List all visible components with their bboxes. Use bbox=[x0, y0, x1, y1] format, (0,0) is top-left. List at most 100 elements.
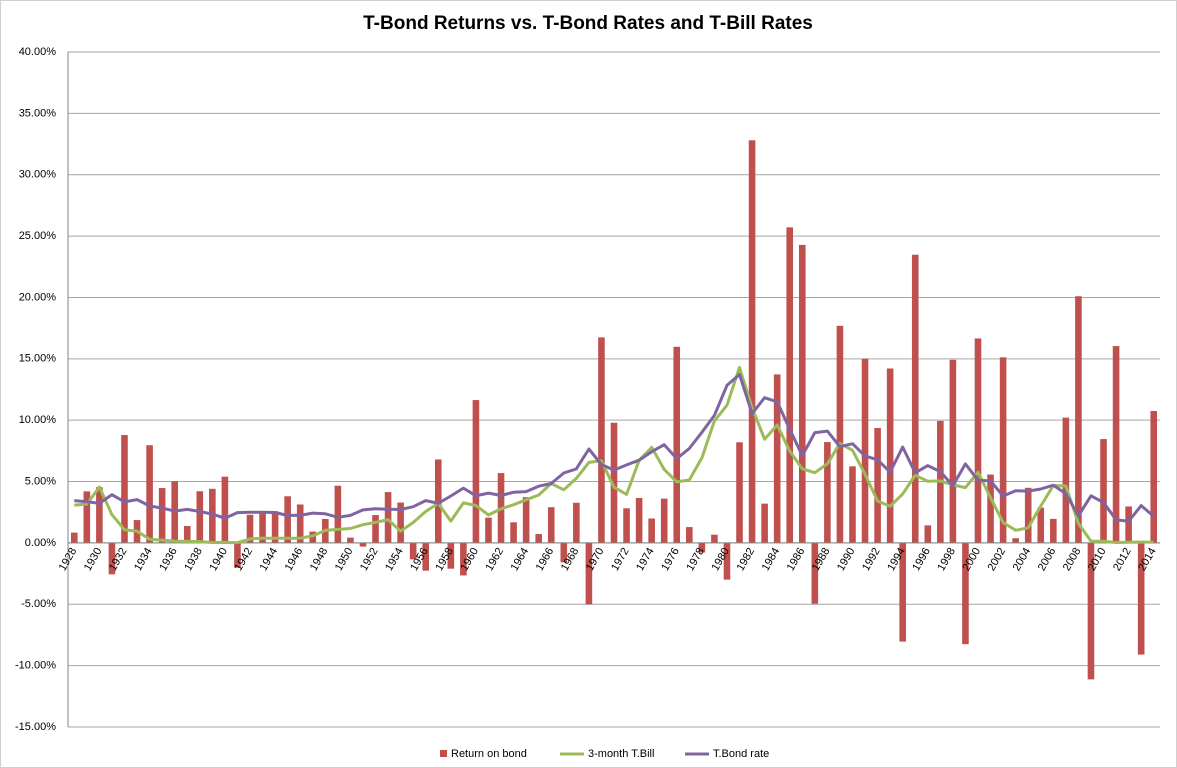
bar bbox=[146, 445, 153, 543]
bar bbox=[635, 497, 643, 543]
y-tick-label: -15.00% bbox=[15, 721, 56, 733]
bar bbox=[158, 488, 166, 543]
legend-label: 3-month T.Bill bbox=[588, 748, 654, 760]
bar bbox=[798, 244, 806, 543]
bar bbox=[359, 542, 367, 547]
bar bbox=[1100, 439, 1107, 543]
bar bbox=[1062, 417, 1070, 543]
bar bbox=[246, 514, 254, 543]
bar bbox=[422, 542, 430, 571]
bar bbox=[334, 485, 342, 543]
bar bbox=[560, 542, 568, 563]
bar bbox=[711, 534, 718, 543]
line-series bbox=[74, 365, 1154, 545]
bar bbox=[736, 442, 743, 543]
bar bbox=[623, 508, 630, 543]
bar bbox=[1012, 538, 1019, 543]
bar bbox=[296, 504, 304, 543]
bar bbox=[573, 502, 580, 543]
bar bbox=[610, 422, 618, 543]
bar bbox=[999, 357, 1007, 543]
bar bbox=[372, 515, 379, 543]
bar bbox=[547, 507, 555, 543]
y-tick-label: 20.00% bbox=[19, 291, 57, 303]
bar bbox=[271, 511, 279, 543]
bar bbox=[1125, 506, 1132, 543]
bar bbox=[83, 491, 91, 543]
bar bbox=[347, 537, 354, 543]
bar bbox=[748, 140, 756, 543]
bar bbox=[861, 358, 869, 543]
bar bbox=[1024, 487, 1032, 543]
y-tick-label: 35.00% bbox=[19, 107, 57, 119]
bar bbox=[811, 542, 819, 604]
bar bbox=[1075, 296, 1082, 543]
bar bbox=[434, 459, 442, 543]
bar bbox=[397, 502, 404, 543]
bar bbox=[899, 542, 906, 642]
y-tick-label: 10.00% bbox=[19, 414, 57, 426]
y-tick-label: 25.00% bbox=[19, 230, 57, 242]
bar bbox=[460, 542, 467, 576]
bar bbox=[1137, 542, 1145, 655]
bar bbox=[259, 512, 266, 543]
bar bbox=[70, 532, 78, 543]
bar bbox=[849, 466, 856, 543]
bar bbox=[924, 525, 932, 543]
bar bbox=[108, 542, 116, 575]
y-tick-label: 5.00% bbox=[25, 475, 56, 487]
bar bbox=[1050, 518, 1057, 543]
bar bbox=[1037, 507, 1045, 543]
bar bbox=[824, 442, 831, 543]
y-tick-label: 15.00% bbox=[19, 353, 57, 365]
y-tick-label: 30.00% bbox=[19, 169, 57, 181]
bar bbox=[221, 476, 229, 543]
y-tick-label: 40.00% bbox=[19, 46, 57, 58]
legend-label: T.Bond rate bbox=[713, 748, 769, 760]
bar bbox=[686, 527, 693, 543]
legend-label: Return on bond bbox=[451, 748, 527, 760]
bar bbox=[673, 346, 681, 543]
bar bbox=[1112, 346, 1120, 543]
bar bbox=[886, 368, 894, 543]
y-tick-label: 0.00% bbox=[25, 537, 56, 549]
bar bbox=[723, 542, 731, 580]
bar bbox=[485, 517, 492, 543]
bar bbox=[836, 325, 844, 543]
bar bbox=[234, 542, 241, 568]
bar bbox=[121, 435, 128, 543]
bar bbox=[472, 400, 480, 543]
bar bbox=[1150, 410, 1158, 543]
bar bbox=[962, 542, 969, 645]
bar bbox=[183, 525, 191, 543]
bar bbox=[96, 487, 103, 543]
chart-title: T-Bond Returns vs. T-Bond Rates and T-Bi… bbox=[363, 13, 813, 34]
bar bbox=[522, 497, 530, 543]
bar bbox=[1087, 542, 1095, 680]
bar bbox=[773, 374, 781, 543]
bar bbox=[284, 496, 291, 543]
legend-swatch bbox=[440, 750, 447, 757]
y-tick-label: -5.00% bbox=[21, 598, 56, 610]
bar bbox=[598, 337, 605, 543]
bar bbox=[660, 498, 668, 543]
bar bbox=[949, 359, 957, 543]
bar bbox=[384, 492, 392, 543]
bar bbox=[196, 491, 204, 543]
bar bbox=[447, 542, 455, 569]
bar bbox=[698, 542, 706, 553]
bar bbox=[911, 254, 919, 543]
bar bbox=[409, 542, 417, 560]
bar bbox=[987, 474, 994, 543]
bar bbox=[874, 428, 881, 543]
bar bbox=[974, 338, 982, 543]
bar bbox=[786, 227, 794, 543]
bar bbox=[510, 522, 517, 543]
bar bbox=[585, 542, 593, 605]
line-series bbox=[74, 373, 1155, 523]
bar bbox=[535, 534, 542, 543]
y-tick-label: -10.00% bbox=[15, 660, 56, 672]
bar bbox=[761, 503, 768, 543]
bar bbox=[209, 488, 216, 543]
